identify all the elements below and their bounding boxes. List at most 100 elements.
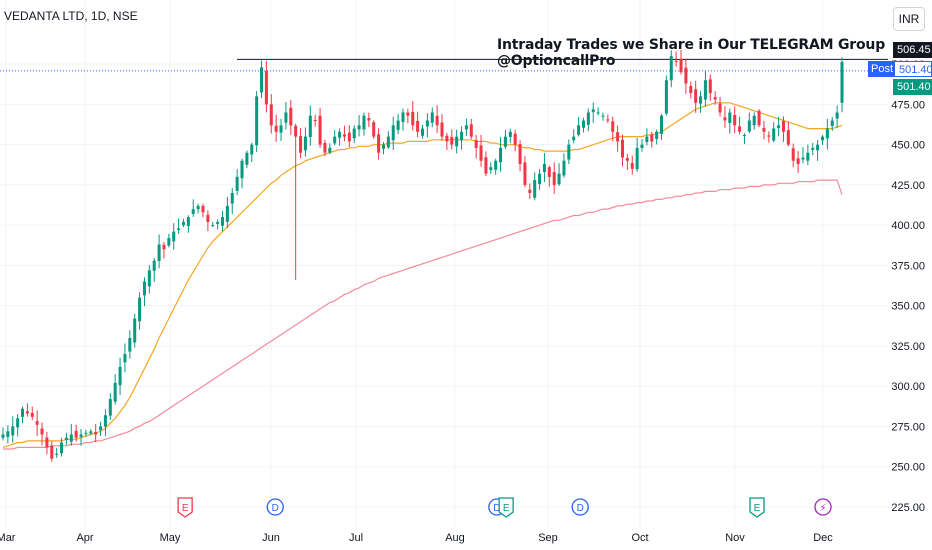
candle-body[interactable] (499, 147, 503, 163)
candle-body[interactable] (757, 110, 761, 126)
candle-body[interactable] (264, 71, 268, 105)
candle-body[interactable] (552, 172, 556, 185)
candle-body[interactable] (699, 96, 703, 104)
candle-body[interactable] (108, 399, 112, 416)
candle-body[interactable] (138, 297, 142, 322)
candle-body[interactable] (620, 139, 625, 158)
candle-body[interactable] (191, 209, 195, 214)
candle-body[interactable] (99, 426, 103, 431)
candle-body[interactable] (133, 318, 137, 343)
candle-body[interactable] (572, 136, 576, 141)
candle-body[interactable] (323, 142, 327, 153)
candle-body[interactable] (216, 221, 220, 224)
candle-body[interactable] (655, 131, 659, 139)
candle-body[interactable] (811, 147, 815, 150)
candle-body[interactable] (806, 152, 810, 161)
candle-body[interactable] (591, 109, 595, 113)
candle-body[interactable] (255, 96, 259, 146)
candle-body[interactable] (606, 119, 610, 121)
candle-body[interactable] (820, 136, 825, 141)
candle-body[interactable] (328, 147, 332, 153)
candle-body[interactable] (386, 136, 390, 148)
candle-body[interactable] (128, 337, 132, 352)
candle-body[interactable] (577, 125, 581, 135)
candle-body[interactable] (567, 144, 571, 160)
candle-body[interactable] (781, 120, 785, 132)
candle-body[interactable] (640, 144, 644, 148)
candle-body[interactable] (664, 80, 668, 114)
ma-slow-line[interactable] (3, 179, 843, 450)
candle-body[interactable] (718, 103, 722, 113)
candle-body[interactable] (650, 134, 654, 142)
candle-body[interactable] (64, 437, 68, 440)
candle-body[interactable] (113, 382, 117, 402)
candle-body[interactable] (260, 67, 264, 93)
candle-body[interactable] (738, 126, 742, 132)
candle-body[interactable] (464, 125, 468, 130)
candle-body[interactable] (211, 225, 215, 227)
candle-body[interactable] (411, 111, 415, 126)
candle-body[interactable] (167, 238, 171, 246)
candle-body[interactable] (313, 120, 317, 122)
candle-body[interactable] (723, 117, 727, 121)
candle-body[interactable] (767, 135, 771, 137)
candle-body[interactable] (74, 430, 78, 438)
candle-body[interactable] (35, 421, 39, 425)
candle-body[interactable] (425, 120, 429, 127)
candle-body[interactable] (835, 112, 839, 119)
candle-body[interactable] (338, 131, 342, 138)
candle-body[interactable] (684, 67, 688, 84)
candle-body[interactable] (55, 453, 59, 455)
candle-body[interactable] (460, 131, 464, 141)
candle-body[interactable] (274, 125, 278, 132)
candle-body[interactable] (742, 135, 746, 136)
candle-body[interactable] (596, 112, 600, 114)
candle-body[interactable] (352, 128, 356, 139)
candle-body[interactable] (508, 131, 512, 137)
candle-body[interactable] (172, 231, 176, 242)
candle-body[interactable] (772, 128, 776, 141)
candle-body[interactable] (147, 270, 151, 287)
candle-body[interactable] (733, 114, 737, 126)
candle-body[interactable] (245, 152, 249, 165)
candle-body[interactable] (679, 58, 683, 73)
candle-body[interactable] (474, 140, 478, 148)
candle-body[interactable] (796, 158, 800, 164)
candle-body[interactable] (713, 97, 717, 100)
candle-body[interactable] (416, 121, 420, 132)
candle-body[interactable] (528, 189, 532, 193)
candle-body[interactable] (367, 118, 371, 121)
candle-body[interactable] (181, 221, 185, 226)
candle-body[interactable] (557, 173, 561, 185)
candle-body[interactable] (635, 147, 639, 170)
candle-body[interactable] (284, 112, 288, 123)
candle-body[interactable] (230, 192, 234, 204)
candle-body[interactable] (20, 408, 25, 417)
earnings-event-marker[interactable]: E (498, 497, 514, 518)
currency-button[interactable]: INR (893, 7, 925, 31)
candle-body[interactable] (357, 125, 361, 130)
candle-body[interactable] (6, 431, 10, 437)
candle-body[interactable] (430, 112, 434, 123)
candle-body[interactable] (11, 426, 15, 436)
candle-body[interactable] (660, 115, 664, 134)
candle-body[interactable] (69, 434, 73, 442)
candle-body[interactable] (533, 180, 537, 198)
candle-body[interactable] (479, 145, 483, 161)
candle-body[interactable] (94, 432, 98, 435)
candle-body[interactable] (30, 412, 34, 417)
candle-body[interactable] (201, 205, 205, 213)
candle-body[interactable] (103, 415, 107, 427)
candle-body[interactable] (240, 160, 244, 179)
candle-body[interactable] (25, 411, 29, 414)
candle-body[interactable] (308, 115, 312, 138)
candle-body[interactable] (708, 79, 712, 94)
candle-body[interactable] (220, 217, 225, 226)
candle-body[interactable] (420, 128, 425, 136)
candle-body[interactable] (225, 205, 229, 222)
candle-body[interactable] (694, 89, 698, 103)
candle-body[interactable] (318, 115, 322, 145)
candle-body[interactable] (118, 366, 122, 386)
candle-body[interactable] (523, 162, 527, 185)
candle-body[interactable] (362, 115, 366, 130)
